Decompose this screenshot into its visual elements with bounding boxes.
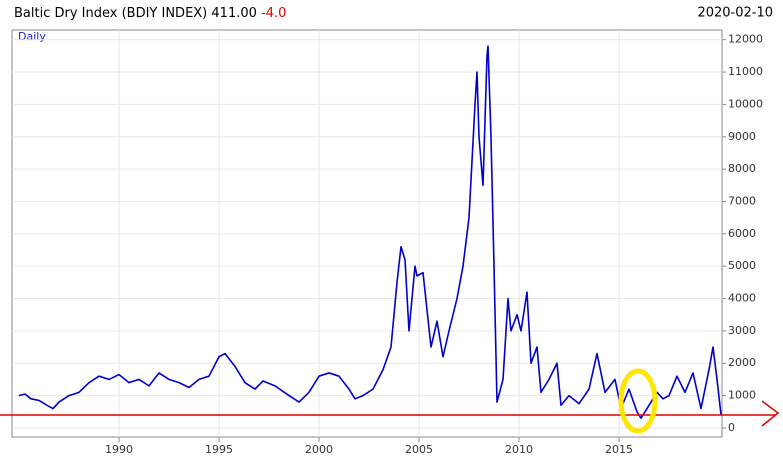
annotation-circle (618, 368, 658, 434)
y-tick-label: 8000 (728, 162, 756, 175)
x-tick-label: 2005 (405, 443, 433, 456)
y-tick-label: 5000 (728, 259, 756, 272)
y-tick-label: 0 (728, 421, 735, 434)
x-tick-label: 2000 (305, 443, 333, 456)
y-tick-label: 3000 (728, 324, 756, 337)
y-tick-label: 2000 (728, 356, 756, 369)
y-tick-label: 10000 (728, 97, 763, 110)
y-tick-label: 7000 (728, 194, 756, 207)
y-tick-label: 9000 (728, 130, 756, 143)
y-tick-label: 6000 (728, 227, 756, 240)
y-tick-label: 11000 (728, 65, 763, 78)
annotation-arrow (761, 400, 780, 427)
x-tick-label: 1995 (205, 443, 233, 456)
date: 2020-02-10 (697, 6, 773, 21)
legend-entry: Daily (18, 30, 46, 43)
y-tick-label: 4000 (728, 292, 756, 305)
series-line (18, 45, 722, 420)
y-tick-label: 1000 (728, 389, 756, 402)
x-tick-label: 1990 (105, 443, 133, 456)
chart-title: Baltic Dry Index (BDIY INDEX) 411.00 -4.… (14, 6, 286, 21)
y-tick-label: 12000 (728, 33, 763, 46)
x-tick-label: 2015 (605, 443, 633, 456)
change: -4.0 (261, 6, 286, 21)
x-tick-label: 2010 (505, 443, 533, 456)
last-value: 411.00 (211, 6, 257, 21)
title: Baltic Dry Index (BDIY INDEX) (14, 6, 207, 21)
